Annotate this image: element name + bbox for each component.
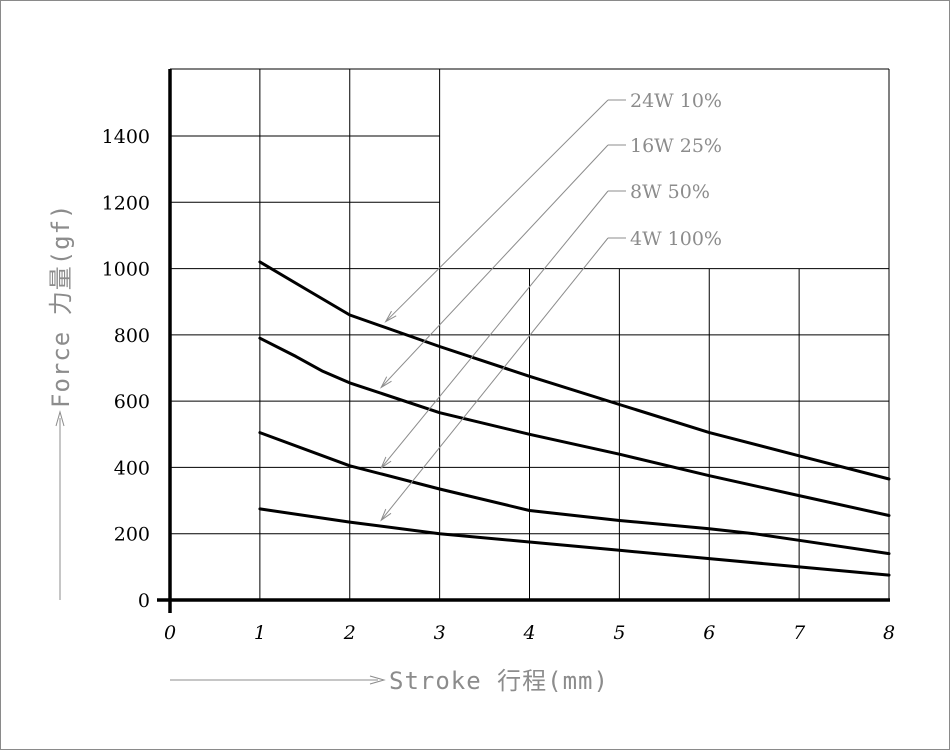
- x-tick-label-6: 6: [703, 622, 715, 644]
- y-tick-label-1000: 1000: [102, 259, 150, 281]
- axes: [157, 69, 890, 613]
- grid: [170, 68, 890, 600]
- annotation-arrowhead-4: [380, 508, 392, 522]
- y-axis-label-group: Force 力量(gf): [47, 204, 75, 600]
- x-tick-label-0: 0: [164, 622, 176, 644]
- y-tick-label-200: 200: [114, 524, 150, 546]
- annotation-arrowhead-2: [379, 376, 392, 389]
- y-tick-label-1400: 1400: [102, 126, 150, 148]
- y-axis-label: Force 力量(gf): [47, 204, 75, 409]
- x-axis-label: Stroke 行程(mm): [389, 667, 609, 695]
- annotation-leader-diag-1: [385, 99, 609, 322]
- y-tick-label-0: 0: [138, 590, 150, 612]
- series-label-3: 8W 50%: [630, 181, 710, 203]
- x-tick-label-1: 1: [254, 622, 266, 644]
- series-line-4: [258, 507, 891, 577]
- y-tick-label-600: 600: [114, 391, 150, 413]
- x-axis-label-group: Stroke 行程(mm): [170, 667, 609, 695]
- x-tick-label-3: 3: [434, 622, 446, 644]
- series-line-2: [258, 336, 891, 517]
- x-tick-label-2: 2: [343, 622, 356, 644]
- y-tick-label-1200: 1200: [102, 192, 150, 214]
- series-lines: [258, 260, 891, 577]
- series-label-1: 24W 10%: [630, 90, 722, 112]
- x-tick-label-4: 4: [522, 622, 535, 644]
- y-tick-label-400: 400: [114, 457, 150, 479]
- annotation-leader-diag-4: [380, 237, 609, 521]
- annotation-leader-diag-2: [380, 144, 609, 388]
- series-annotations: 24W 10% 16W 25% 8W 50% 4W 100%: [379, 90, 722, 522]
- y-axis-arrow-head: [55, 410, 65, 427]
- y-tick-labels: 0 200 400 600 800 1000 1200 1400: [102, 126, 150, 612]
- series-line-1: [258, 260, 891, 481]
- x-axis-arrow-head: [369, 675, 386, 685]
- x-tick-label-8: 8: [883, 622, 895, 644]
- series-label-4: 4W 100%: [630, 228, 722, 250]
- x-tick-labels: 0 1 2 3 4 5 6 7 8: [164, 622, 895, 644]
- x-tick-label-7: 7: [793, 622, 806, 644]
- series-label-2: 16W 25%: [630, 135, 722, 157]
- x-tick-label-5: 5: [613, 622, 625, 644]
- y-tick-label-800: 800: [114, 325, 150, 347]
- annotation-leader-diag-3: [380, 190, 609, 469]
- series-line-3: [258, 431, 891, 556]
- annotation-arrowhead-1: [384, 310, 397, 323]
- annotation-arrowhead-3: [380, 456, 392, 470]
